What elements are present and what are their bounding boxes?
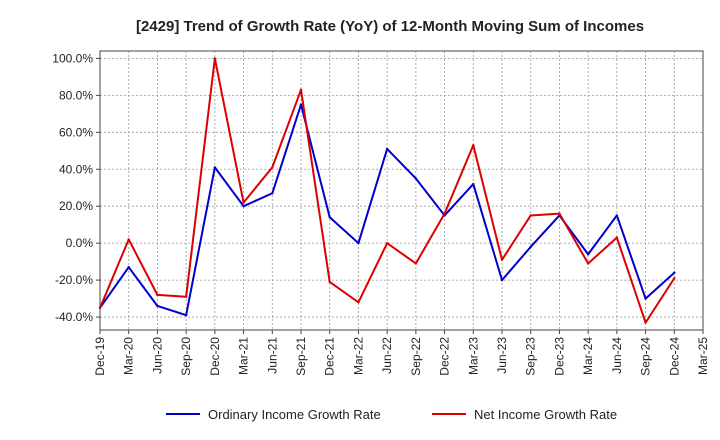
data-point-series-2 <box>242 201 245 204</box>
data-point-series-2 <box>443 212 446 215</box>
data-point-series-2 <box>357 301 360 304</box>
data-point-series-1 <box>299 103 303 106</box>
data-point-series-2 <box>472 144 475 147</box>
y-tick-label: 100.0% <box>52 51 93 65</box>
x-tick-label: Sep-21 <box>294 337 308 376</box>
x-tick-label: Sep-20 <box>179 337 193 376</box>
data-point-series-2 <box>644 321 647 324</box>
data-point-series-2 <box>529 214 532 217</box>
x-tick-label: Mar-23 <box>466 337 480 375</box>
data-point-series-1 <box>615 214 619 217</box>
data-point-series-2 <box>500 258 504 261</box>
data-point-series-1 <box>500 278 504 282</box>
chart-title: [2429] Trend of Growth Rate (YoY) of 12-… <box>136 18 644 35</box>
y-tick-label: -20.0% <box>55 273 93 287</box>
x-tick-label: Mar-25 <box>696 337 710 375</box>
data-point-series-2 <box>127 238 130 241</box>
x-tick-label: Jun-23 <box>495 337 509 374</box>
data-point-series-2 <box>156 293 159 297</box>
data-point-series-2 <box>558 212 561 215</box>
plot-area <box>100 51 703 330</box>
data-point-series-1 <box>213 166 217 169</box>
x-axis: Dec-19 Mar-20 Jun-20 Sep-20 Dec-20 Mar-21 Jun-… <box>93 330 710 376</box>
x-tick-label: Sep-22 <box>409 337 423 376</box>
y-tick-label: 20.0% <box>59 199 93 213</box>
x-tick-label: Jun-21 <box>265 337 279 374</box>
data-point-series-2 <box>673 277 676 280</box>
y-tick-label: 40.0% <box>59 162 93 176</box>
plot-frame <box>99 50 704 331</box>
x-tick-label: Dec-19 <box>93 337 107 376</box>
y-tick-label: 0.0% <box>66 236 94 250</box>
legend-label-1: Ordinary Income Growth Rate <box>208 407 381 422</box>
data-point-series-2 <box>328 280 331 284</box>
data-point-series-1 <box>357 241 360 245</box>
x-tick-label: Jun-24 <box>610 337 624 374</box>
data-point-series-2 <box>414 262 418 265</box>
data-point-series-1 <box>184 314 188 317</box>
series-group <box>98 57 676 324</box>
data-point-series-1 <box>644 297 647 300</box>
x-tick-label: Mar-24 <box>581 337 595 375</box>
data-point-series-1 <box>385 147 389 151</box>
x-tick-label: Mar-20 <box>122 337 136 375</box>
x-tick-label: Mar-21 <box>237 337 251 375</box>
data-point-series-1 <box>586 253 590 256</box>
data-point-series-2 <box>299 88 303 92</box>
data-point-series-1 <box>472 182 475 186</box>
x-tick-label: Jun-20 <box>150 337 164 374</box>
x-tick-label: Dec-20 <box>208 337 222 376</box>
data-point-series-2 <box>586 262 590 265</box>
data-point-series-1 <box>414 177 418 180</box>
data-point-series-1 <box>156 304 159 308</box>
data-point-series-1 <box>242 205 245 208</box>
legend: Ordinary Income Growth Rate Net Income Gr… <box>166 407 617 422</box>
x-tick-label: Jun-22 <box>380 337 394 374</box>
data-point-series-1 <box>529 245 532 249</box>
data-point-series-2 <box>213 57 217 60</box>
data-point-series-1 <box>673 271 676 274</box>
data-point-series-2 <box>615 236 619 239</box>
x-tick-label: Mar-22 <box>351 337 365 375</box>
x-tick-label: Sep-23 <box>524 337 538 376</box>
y-tick-label: -40.0% <box>55 310 93 324</box>
y-tick-label: 60.0% <box>59 125 93 139</box>
data-point-series-1 <box>127 265 130 269</box>
data-point-series-2 <box>271 166 274 169</box>
y-tick-label: 80.0% <box>59 88 93 102</box>
x-tick-label: Sep-24 <box>639 337 653 376</box>
data-point-series-2 <box>385 241 389 245</box>
y-axis: 100.0% 80.0% 60.0% 40.0% 20.0% 0.0% -20.0% -40.… <box>52 51 100 324</box>
x-tick-label: Dec-24 <box>667 337 681 376</box>
x-tick-label: Dec-23 <box>552 337 566 376</box>
data-point-series-1 <box>271 192 274 195</box>
x-tick-label: Dec-21 <box>323 337 337 376</box>
grid <box>100 51 703 330</box>
data-point-series-1 <box>328 216 331 219</box>
data-point-series-2 <box>184 295 188 298</box>
x-tick-label: Dec-22 <box>438 337 452 376</box>
legend-label-2: Net Income Growth Rate <box>474 407 617 422</box>
